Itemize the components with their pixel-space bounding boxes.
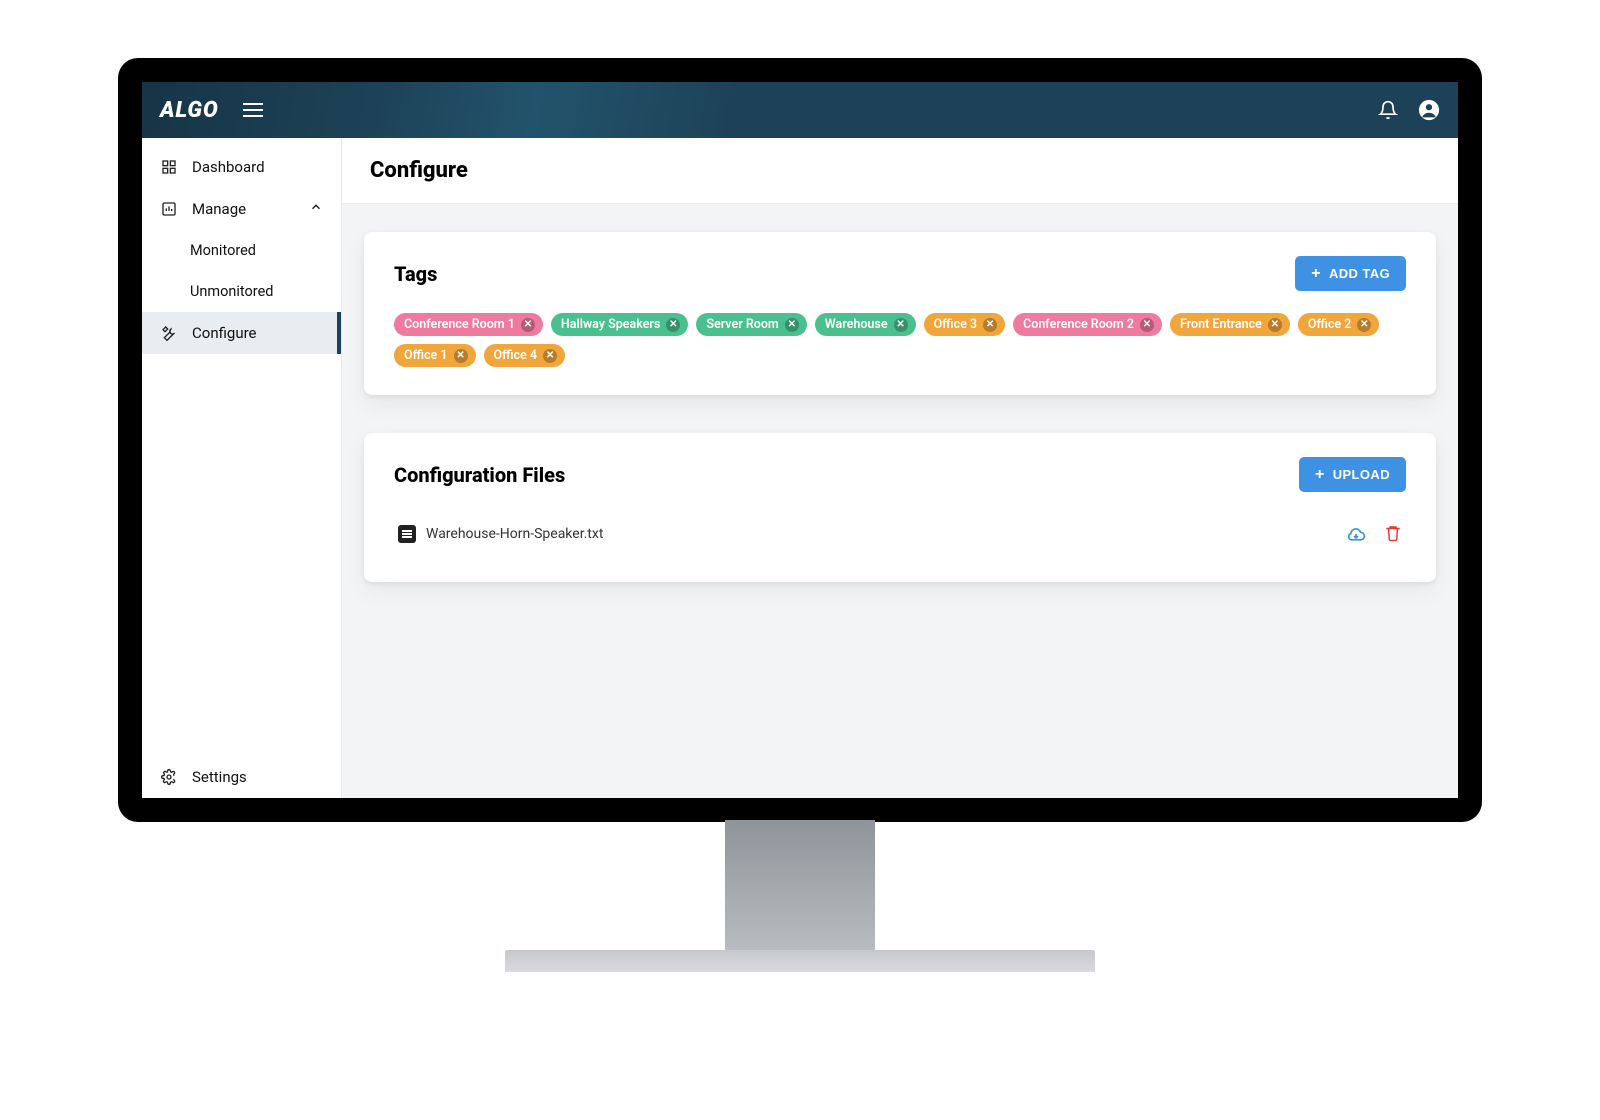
dashboard-icon — [160, 158, 178, 176]
tag-label: Conference Room 2 — [1023, 317, 1134, 332]
tags-list: Conference Room 1✕Hallway Speakers✕Serve… — [394, 313, 1406, 367]
topbar: ALGO — [142, 82, 1458, 138]
tag-chip[interactable]: Server Room ✕ — [696, 313, 806, 336]
brand-logo: ALGO — [160, 98, 219, 123]
tag-chip[interactable]: Warehouse ✕ — [815, 313, 916, 336]
tag-chip[interactable]: Office 1 ✕ — [394, 344, 476, 367]
download-icon[interactable] — [1346, 524, 1366, 544]
files-card-title: Configuration Files — [394, 463, 565, 487]
sidebar-item-label: Settings — [192, 768, 247, 786]
remove-tag-icon[interactable]: ✕ — [543, 349, 557, 363]
tools-icon — [160, 324, 178, 342]
page-content: Tags + ADD TAG Conference Room 1✕Hallway… — [342, 204, 1458, 648]
files-list: Warehouse-Horn-Speaker.txt — [394, 514, 1406, 554]
tag-label: Conference Room 1 — [404, 317, 515, 332]
sidebar-item-configure[interactable]: Configure — [142, 312, 341, 354]
app-root: ALGO — [142, 82, 1458, 798]
gear-icon — [160, 768, 178, 786]
main-area: Configure Tags + ADD TAG — [342, 138, 1458, 798]
config-files-card: Configuration Files + UPLOAD Warehouse-H… — [364, 433, 1436, 582]
file-name: Warehouse-Horn-Speaker.txt — [426, 526, 603, 542]
sidebar-item-manage[interactable]: Manage — [142, 188, 341, 230]
sidebar-item-label: Monitored — [190, 242, 256, 259]
chart-icon — [160, 200, 178, 218]
tags-card-title: Tags — [394, 262, 437, 286]
sidebar-item-label: Dashboard — [192, 158, 265, 176]
button-label: UPLOAD — [1333, 467, 1390, 482]
remove-tag-icon[interactable]: ✕ — [1140, 318, 1154, 332]
tag-label: Hallway Speakers — [561, 317, 660, 332]
chevron-up-icon — [309, 200, 323, 218]
page-title: Configure — [342, 138, 1458, 204]
tag-chip[interactable]: Office 2 ✕ — [1298, 313, 1380, 336]
file-row: Warehouse-Horn-Speaker.txt — [394, 514, 1406, 554]
sidebar-item-label: Configure — [192, 324, 257, 342]
menu-toggle-button[interactable] — [243, 103, 263, 117]
sidebar-item-monitored[interactable]: Monitored — [142, 230, 341, 271]
remove-tag-icon[interactable]: ✕ — [894, 318, 908, 332]
monitor-neck — [725, 820, 875, 950]
tag-label: Server Room — [706, 317, 778, 332]
tag-label: Office 3 — [934, 317, 978, 332]
monitor-base — [505, 950, 1095, 972]
app-body: Dashboard Manage Monitor — [142, 138, 1458, 798]
sidebar: Dashboard Manage Monitor — [142, 138, 342, 798]
file-icon — [398, 525, 416, 543]
remove-tag-icon[interactable]: ✕ — [1268, 318, 1282, 332]
tag-label: Front Entrance — [1180, 317, 1262, 332]
tag-chip[interactable]: Hallway Speakers ✕ — [551, 313, 688, 336]
tag-label: Office 2 — [1308, 317, 1352, 332]
delete-icon[interactable] — [1384, 524, 1402, 544]
monitor-screen: ALGO — [142, 82, 1458, 798]
sidebar-item-label: Unmonitored — [190, 283, 273, 300]
button-label: ADD TAG — [1329, 266, 1390, 281]
tag-chip[interactable]: Office 4 ✕ — [484, 344, 566, 367]
upload-button[interactable]: + UPLOAD — [1299, 457, 1406, 492]
tag-label: Office 4 — [494, 348, 538, 363]
tag-chip[interactable]: Conference Room 2 ✕ — [1013, 313, 1162, 336]
remove-tag-icon[interactable]: ✕ — [521, 318, 535, 332]
sidebar-item-dashboard[interactable]: Dashboard — [142, 146, 341, 188]
sidebar-item-settings[interactable]: Settings — [142, 756, 341, 798]
remove-tag-icon[interactable]: ✕ — [1357, 318, 1371, 332]
sidebar-item-label: Manage — [192, 200, 246, 218]
add-tag-button[interactable]: + ADD TAG — [1295, 256, 1406, 291]
tag-chip[interactable]: Conference Room 1 ✕ — [394, 313, 543, 336]
notifications-icon[interactable] — [1378, 100, 1398, 120]
remove-tag-icon[interactable]: ✕ — [785, 318, 799, 332]
sidebar-item-unmonitored[interactable]: Unmonitored — [142, 271, 341, 312]
monitor-frame: ALGO — [120, 60, 1480, 820]
remove-tag-icon[interactable]: ✕ — [666, 318, 680, 332]
tag-label: Office 1 — [404, 348, 448, 363]
tag-chip[interactable]: Office 3 ✕ — [924, 313, 1006, 336]
account-icon[interactable] — [1418, 99, 1440, 121]
tags-card: Tags + ADD TAG Conference Room 1✕Hallway… — [364, 232, 1436, 395]
remove-tag-icon[interactable]: ✕ — [983, 318, 997, 332]
remove-tag-icon[interactable]: ✕ — [454, 349, 468, 363]
tag-chip[interactable]: Front Entrance ✕ — [1170, 313, 1290, 336]
tag-label: Warehouse — [825, 317, 888, 332]
monitor-mockup: ALGO — [120, 60, 1480, 972]
